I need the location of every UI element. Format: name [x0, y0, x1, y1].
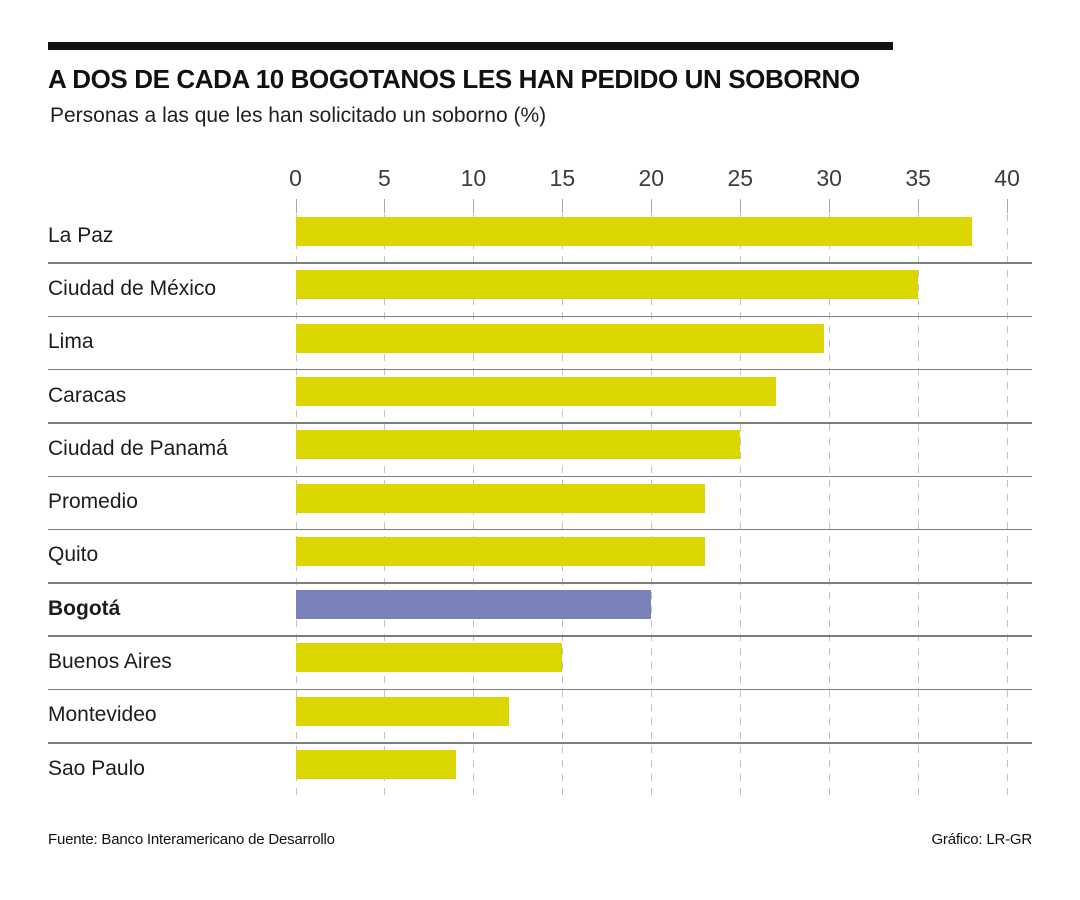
bar: [295, 696, 509, 726]
bar: [295, 270, 919, 300]
row-separator: [48, 582, 1032, 584]
bar: [295, 376, 776, 406]
category-label: Caracas: [48, 383, 127, 407]
credit-note: Gráfico: LR-GR: [931, 831, 1032, 848]
axis-tick-mark: [384, 199, 386, 213]
top-rule: [48, 42, 893, 50]
row-separator: [48, 315, 1032, 318]
x-axis-tick-label: 10: [460, 165, 487, 191]
axis-tick-mark: [295, 199, 297, 213]
category-label: Ciudad de Panamá: [48, 436, 228, 460]
category-label: Ciudad de México: [48, 276, 217, 300]
vertical-gridline: [1007, 214, 1009, 795]
x-axis-tick-label: 0: [289, 165, 302, 191]
bar: [295, 536, 705, 566]
category-label: Montevideo: [48, 703, 157, 727]
x-axis-tick-label: 30: [816, 165, 842, 191]
bar: [295, 750, 456, 779]
vertical-gridline: [740, 214, 742, 795]
category-label: Quito: [48, 543, 99, 567]
x-axis-tick-label: 25: [727, 165, 754, 191]
row-separator: [48, 262, 1032, 264]
row-separator: [48, 742, 1032, 744]
bar: [295, 643, 563, 673]
category-label: Lima: [48, 330, 94, 354]
row-separator: [48, 422, 1032, 424]
x-axis-tick-label: 15: [549, 165, 576, 191]
vertical-gridline: [918, 214, 920, 795]
bar: [295, 323, 824, 353]
axis-tick-mark: [473, 199, 475, 213]
row-separator: [48, 688, 1032, 691]
x-axis-tick-label: 20: [638, 165, 665, 191]
row-separator: [48, 635, 1032, 637]
chart-title: A DOS DE CADA 10 BOGOTANOS LES HAN PEDID…: [48, 64, 860, 94]
axis-tick-mark: [829, 199, 831, 213]
bar: [295, 217, 972, 246]
category-label: La Paz: [48, 223, 114, 247]
bar: [295, 430, 741, 460]
bar: [295, 483, 705, 513]
x-axis-tick-label: 5: [378, 165, 391, 191]
row-separator: [48, 475, 1032, 477]
axis-tick-mark: [1007, 199, 1009, 213]
axis-tick-mark: [562, 199, 564, 213]
category-label: Promedio: [48, 490, 138, 514]
category-label: Bogotá: [48, 596, 121, 620]
axis-tick-mark: [651, 199, 653, 213]
bar-highlight: [295, 590, 652, 620]
axis-tick-mark: [740, 199, 742, 213]
category-label: Buenos Aires: [48, 650, 172, 674]
x-axis-tick-label: 35: [905, 165, 931, 191]
chart-subtitle: Personas a las que les han solicitado un…: [50, 104, 547, 127]
category-label: Sao Paulo: [48, 756, 145, 780]
row-separator: [48, 528, 1032, 531]
vertical-gridline: [829, 214, 831, 795]
x-axis-tick-label: 40: [994, 165, 1020, 191]
row-separator: [48, 368, 1032, 371]
source-note: Fuente: Banco Interamericano de Desarrol…: [48, 831, 335, 848]
axis-tick-mark: [918, 199, 920, 213]
